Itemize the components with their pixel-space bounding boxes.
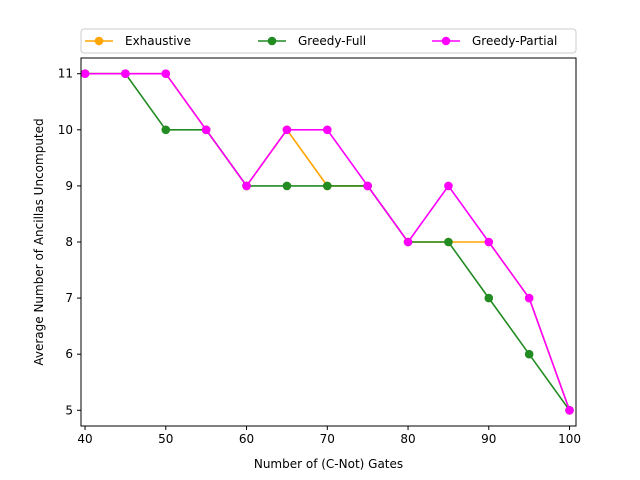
data-point — [363, 181, 372, 191]
data-point — [524, 293, 534, 303]
data-point — [121, 69, 130, 79]
data-point — [282, 181, 292, 191]
data-point — [484, 237, 494, 247]
x-tick-label: 80 — [400, 432, 415, 446]
y-tick-label: 10 — [58, 123, 73, 137]
series-greedy-partial — [80, 69, 574, 415]
data-point — [444, 181, 453, 191]
legend-entry: Exhaustive — [85, 34, 191, 48]
x-tick-label: 60 — [239, 432, 254, 446]
y-tick-label: 9 — [65, 179, 73, 193]
data-point — [161, 125, 171, 135]
data-point — [201, 125, 211, 135]
legend-marker — [441, 36, 451, 46]
legend-label: Greedy-Full — [298, 34, 366, 48]
legend-marker — [267, 36, 277, 46]
x-tick-label: 100 — [558, 432, 581, 446]
y-tick-label: 11 — [58, 67, 73, 81]
data-point — [403, 237, 413, 247]
data-point — [322, 181, 332, 191]
legend-label: Exhaustive — [125, 34, 191, 48]
plot-area — [80, 69, 574, 415]
data-point — [444, 237, 453, 247]
y-tick-label: 5 — [65, 403, 73, 417]
data-point — [565, 405, 574, 415]
y-tick-label: 7 — [65, 291, 73, 305]
x-tick-label: 90 — [481, 432, 496, 446]
legend: Exhaustive Greedy-Full Greedy-Partial — [80, 28, 577, 54]
data-point — [80, 69, 90, 79]
data-point — [322, 125, 332, 135]
y-axis-label: Average Number of Ancillas Uncomputed — [32, 118, 46, 365]
data-point — [524, 349, 534, 359]
data-point — [484, 293, 494, 303]
legend-marker — [94, 36, 104, 46]
y-tick-label: 8 — [65, 235, 73, 249]
legend-entry: Greedy-Partial — [432, 34, 557, 48]
y-tick-label: 6 — [65, 347, 73, 361]
data-point — [161, 69, 171, 79]
x-tick-label: 40 — [77, 432, 92, 446]
legend-box — [80, 28, 577, 54]
data-point — [242, 181, 251, 191]
data-point — [282, 125, 292, 135]
axes: 40 50 60 70 80 90 100 5 6 7 8 9 10 11 — [58, 67, 581, 446]
x-tick-label: 70 — [320, 432, 335, 446]
x-tick-label: 50 — [158, 432, 173, 446]
x-axis-label: Number of (C-Not) Gates — [254, 457, 403, 471]
legend-label: Greedy-Partial — [472, 34, 557, 48]
legend-entry: Greedy-Full — [258, 34, 366, 48]
